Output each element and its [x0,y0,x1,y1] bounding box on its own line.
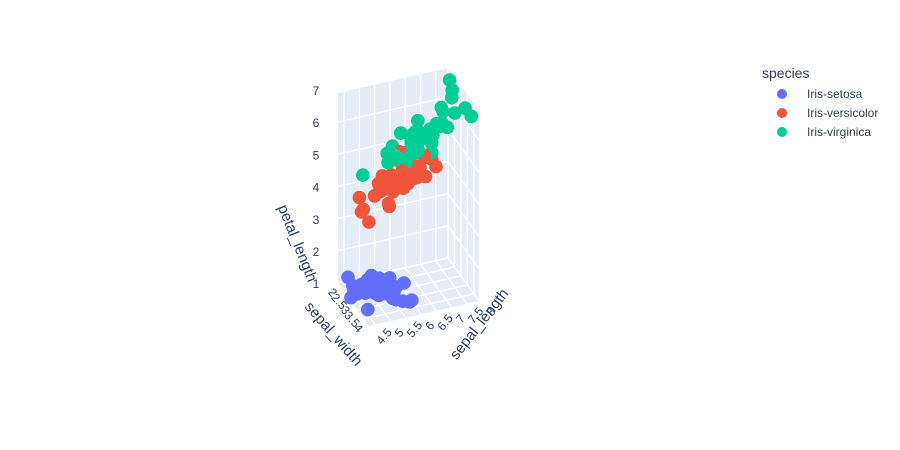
point-iris-virginica [458,101,472,115]
grid-line-z [447,128,480,173]
legend-label-versicolor: Iris-versicolor [807,105,879,120]
point-iris-setosa [361,302,375,317]
point-iris-virginica [381,155,395,170]
legend-label-setosa: Iris-setosa [807,86,863,101]
point-iris-virginica [356,168,370,182]
grid-line-z [447,225,480,270]
point-iris-virginica [440,120,455,135]
point-iris-setosa [358,286,373,300]
grid-line-z [447,161,480,205]
legend-marker-setosa [777,88,787,99]
grid-line-z [337,96,449,123]
point-iris-versicolor [352,190,367,205]
point-iris-versicolor [395,164,410,178]
point-iris-virginica [411,113,425,128]
z-tick-label: 3 [313,213,320,227]
point-iris-versicolor [401,176,415,191]
grid-line-y [363,293,474,320]
legend-marker-versicolor [777,107,787,118]
z-tick-label: 1 [313,277,320,291]
legend-item-virginica[interactable]: Iris-virginica [754,122,894,141]
point-iris-setosa [389,280,404,294]
z-tick-label: 2 [313,245,320,259]
point-iris-setosa [405,293,419,308]
point-iris-versicolor [429,159,443,174]
grid-line-z [337,257,449,284]
point-iris-versicolor [362,215,376,229]
grid-line-z [447,257,480,302]
point-iris-virginica [409,124,423,139]
point-iris-setosa [378,273,393,288]
x-tick-label: 5.5 [404,318,426,340]
point-iris-virginica [448,106,462,120]
side-wall [448,68,479,301]
point-iris-virginica [445,90,459,105]
legend-label-virginica: Iris-virginica [807,124,872,139]
point-iris-virginica [393,151,407,165]
point-iris-virginica [421,131,435,146]
point-iris-setosa [385,291,400,306]
z-tick-label: 6 [313,116,320,130]
point-iris-versicolor [367,189,382,203]
grid-line-z [447,193,480,237]
z-tick-label: 7 [313,84,320,98]
legend-item-setosa[interactable]: Iris-setosa [754,84,894,103]
z-tick-label: 4 [313,181,320,195]
legend: species Iris-setosa Iris-versicolor Iris… [754,62,894,141]
x-tick-label: 6.5 [434,311,456,333]
x-tick-label: 4.5 [373,325,395,347]
point-iris-versicolor [382,199,397,214]
z-tick-label: 5 [313,148,320,162]
point-iris-setosa [364,268,379,283]
point-iris-versicolor [354,205,369,219]
point-iris-virginica [407,146,421,160]
point-iris-virginica [434,100,449,115]
point-iris-versicolor [409,166,423,181]
grid-line-z [337,225,449,252]
legend-marker-virginica [777,126,787,137]
legend-title: species [762,65,810,81]
data-points [341,73,479,317]
point-iris-versicolor [377,173,392,188]
legend-item-versicolor[interactable]: Iris-versicolor [754,103,894,122]
